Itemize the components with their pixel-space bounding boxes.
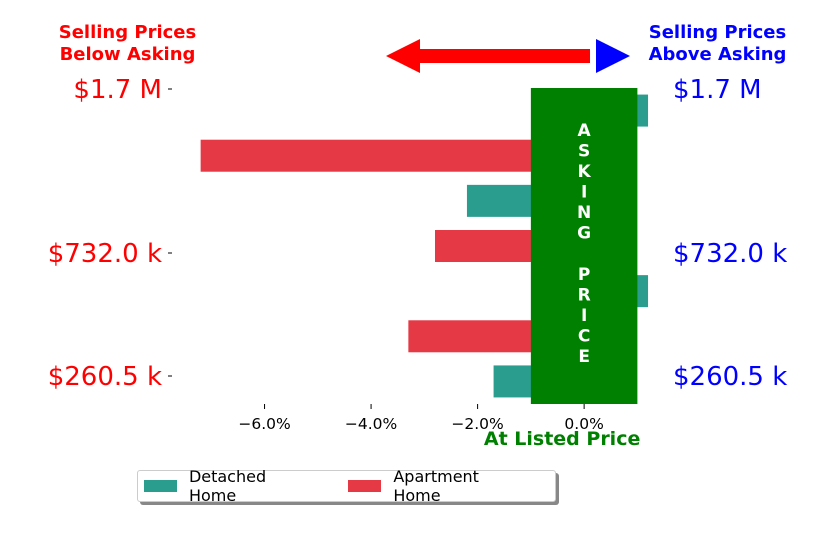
- asking-letter-3: K: [578, 162, 592, 182]
- legend-swatch-apartment: [348, 480, 382, 492]
- asking-letter-1: A: [578, 121, 592, 141]
- price-label-right-1: $1.7 M: [673, 75, 762, 105]
- asking-letter-10: R: [578, 286, 591, 306]
- legend-item-apartment: Apartment Home: [348, 467, 527, 505]
- asking-letter-4: I: [581, 183, 587, 203]
- legend-swatch-detached: [144, 480, 177, 492]
- above-asking-title: Selling Prices Above Asking: [648, 22, 787, 65]
- asking-letter-9: P: [578, 265, 590, 285]
- asking-letter-6: G: [577, 224, 591, 244]
- asking-letter-5: N: [577, 203, 591, 223]
- asking-letter-2: S: [578, 142, 590, 162]
- left-arrow-shaft: [420, 49, 590, 63]
- left-arrow-head: [386, 39, 420, 73]
- x-tick-label-3: −2.0%: [451, 415, 503, 433]
- price-label-right-2: $732.0 k: [673, 239, 787, 269]
- asking-letter-13: E: [578, 347, 590, 367]
- at-listed-price-label: At Listed Price: [484, 428, 640, 450]
- price-label-right-3: $260.5 k: [673, 362, 787, 392]
- legend: Detached Home Apartment Home: [137, 467, 556, 505]
- price-label-left-1: $1.7 M: [73, 75, 162, 105]
- bar-apartment-2: [200, 139, 585, 172]
- x-tick-label-1: −6.0%: [238, 415, 290, 433]
- asking-letter-12: C: [578, 327, 590, 347]
- price-label-left-3: $260.5 k: [48, 362, 162, 392]
- asking-letter-11: I: [581, 306, 587, 326]
- x-tick-label-4: 0.0%: [564, 415, 603, 433]
- legend-label-apartment: Apartment Home: [393, 467, 479, 505]
- below-asking-title: Selling Prices Below Asking: [58, 22, 197, 65]
- right-arrow-head: [596, 39, 630, 73]
- price-label-left-2: $732.0 k: [48, 239, 162, 269]
- asking-price-band: [530, 88, 638, 404]
- legend-item-detached: Detached Home: [144, 467, 314, 505]
- legend-label-detached: Detached Home: [188, 467, 267, 505]
- x-tick-label-2: −4.0%: [345, 415, 397, 433]
